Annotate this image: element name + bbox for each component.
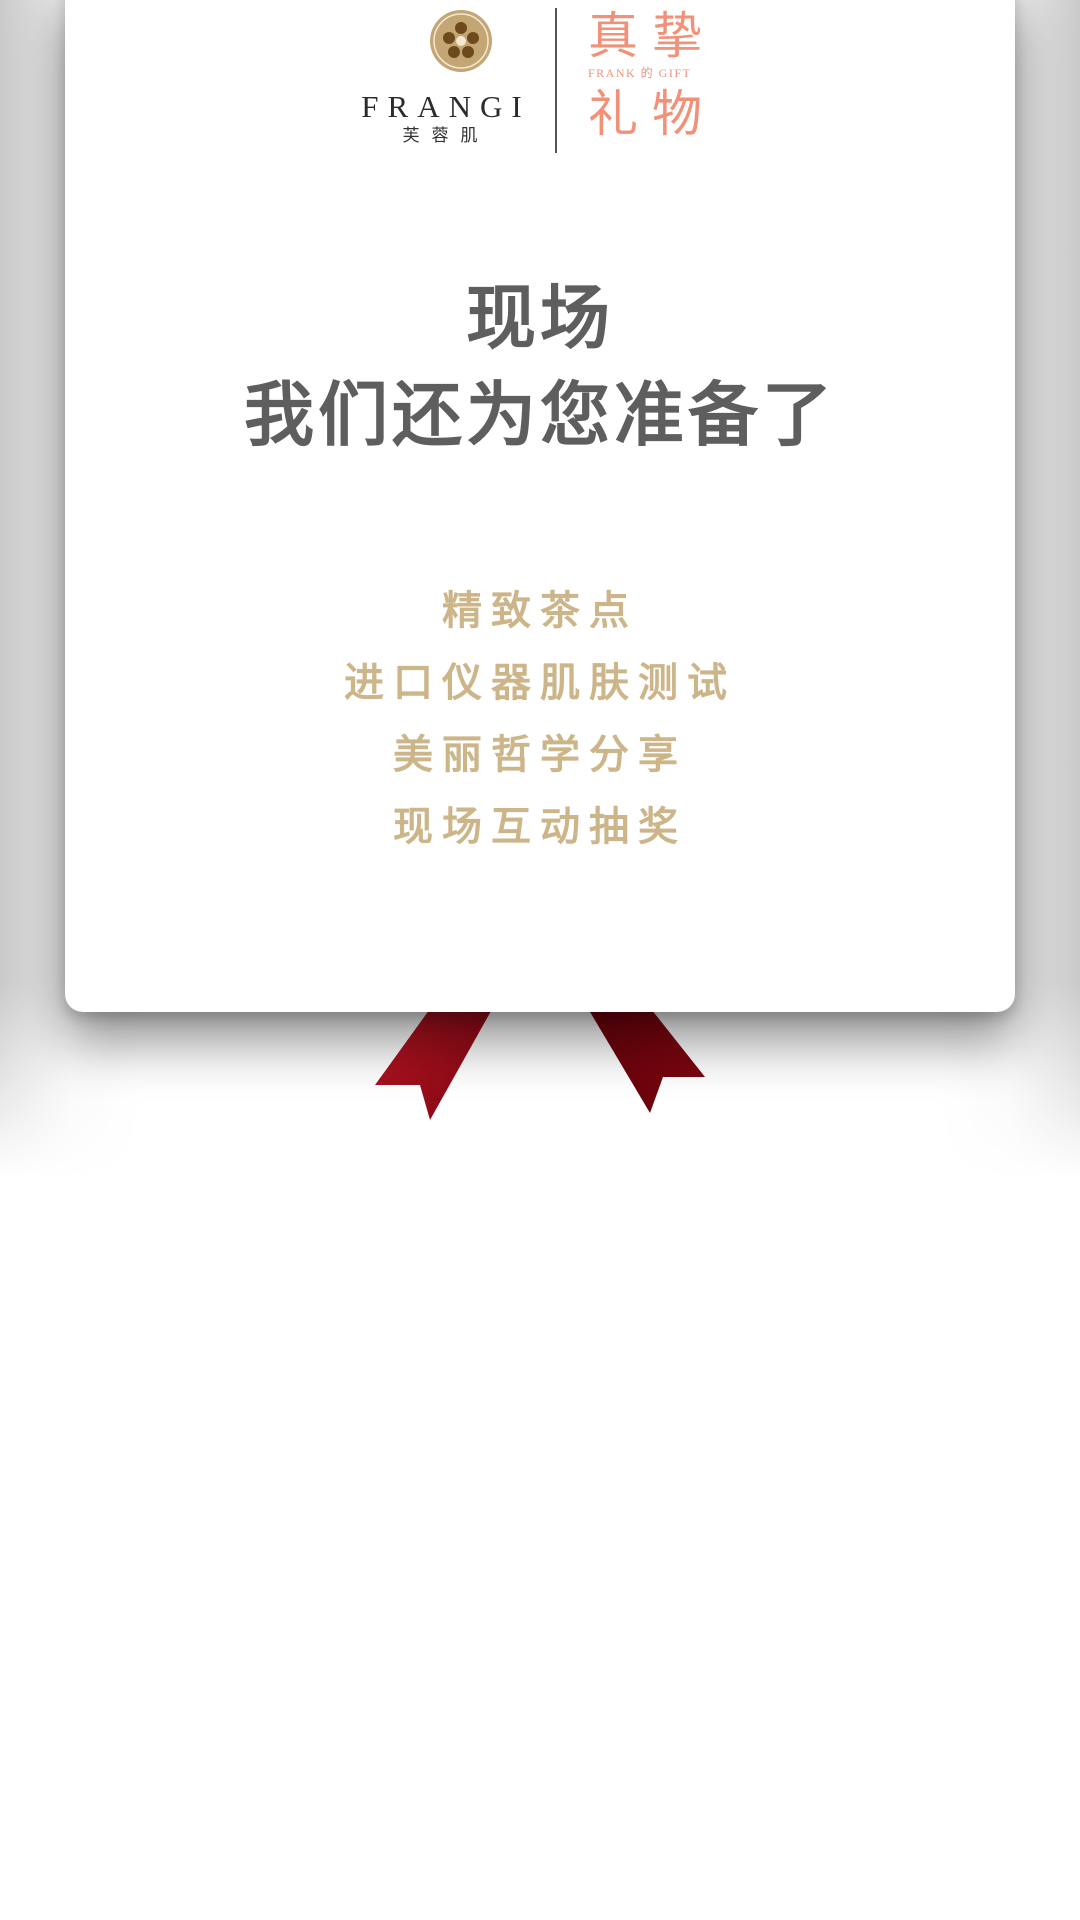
brand-name-cn: 芙蓉肌 — [402, 126, 490, 146]
gift-title-bottom: 礼物 — [588, 85, 716, 143]
list-item: 美丽哲学分享 — [393, 731, 687, 778]
list-item: 精致茶点 — [442, 587, 638, 634]
headline-line-2: 我们还为您准备了 — [244, 373, 836, 456]
gift-title-top: 真挚 — [588, 7, 716, 65]
ornamental-flower-emblem-icon — [430, 10, 492, 72]
invitation-card: FRANGI 芙蓉肌 真挚 FRANK 的 GIFT 礼物 现场 我们还为您准备… — [65, 0, 1015, 1012]
gift-subtitle: FRANK 的 GIFT — [588, 66, 692, 80]
headline-line-1: 现场 — [466, 276, 614, 359]
gift-wordmark: 真挚 FRANK 的 GIFT 礼物 — [588, 8, 718, 148]
list-item: 进口仪器肌肤测试 — [344, 659, 736, 706]
red-ribbon-tails-icon — [375, 995, 705, 1120]
logo-divider — [555, 8, 557, 153]
brand-name-en: FRANGI — [361, 89, 531, 124]
headline: 现场 我们还为您准备了 — [65, 270, 1015, 465]
brand-logo: FRANGI 芙蓉肌 真挚 FRANK 的 GIFT 礼物 — [360, 8, 800, 158]
list-item: 现场互动抽奖 — [393, 803, 687, 850]
offer-list: 精致茶点 进口仪器肌肤测试 美丽哲学分享 现场互动抽奖 — [65, 575, 1015, 863]
